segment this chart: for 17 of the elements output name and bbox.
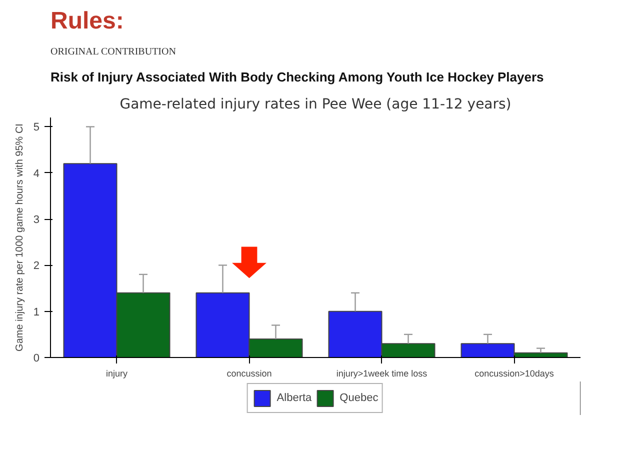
text: Risk of Injury Associated With Body Checking Among Youth Ice Hockey Players	[50, 70, 544, 84]
x-tick-label: injury	[106, 368, 128, 378]
chart-title: Game-related injury rates in Pee Wee (age 11-12 years)	[120, 96, 512, 112]
x-tick-label: concussion>10days	[474, 368, 554, 378]
legend-label: Alberta	[276, 392, 312, 404]
y-tick-label: 4	[33, 168, 40, 180]
y-tick-label: 1	[33, 306, 40, 318]
text: Rules:	[50, 8, 124, 34]
legend-label: Quebec	[340, 392, 378, 404]
x-tick-label: injury>1week time loss	[336, 368, 428, 378]
y-tick-label: 0	[33, 352, 40, 364]
y-tick-label: 3	[33, 214, 40, 226]
text: ORIGINAL CONTRIBUTION	[50, 46, 176, 58]
y-axis-title: Game injury rate per 1000 game hours with 95% CI	[14, 124, 26, 352]
x-tick-label: concussion	[226, 368, 272, 378]
y-tick-label: 5	[33, 122, 40, 134]
y-tick-label: 2	[33, 260, 40, 272]
